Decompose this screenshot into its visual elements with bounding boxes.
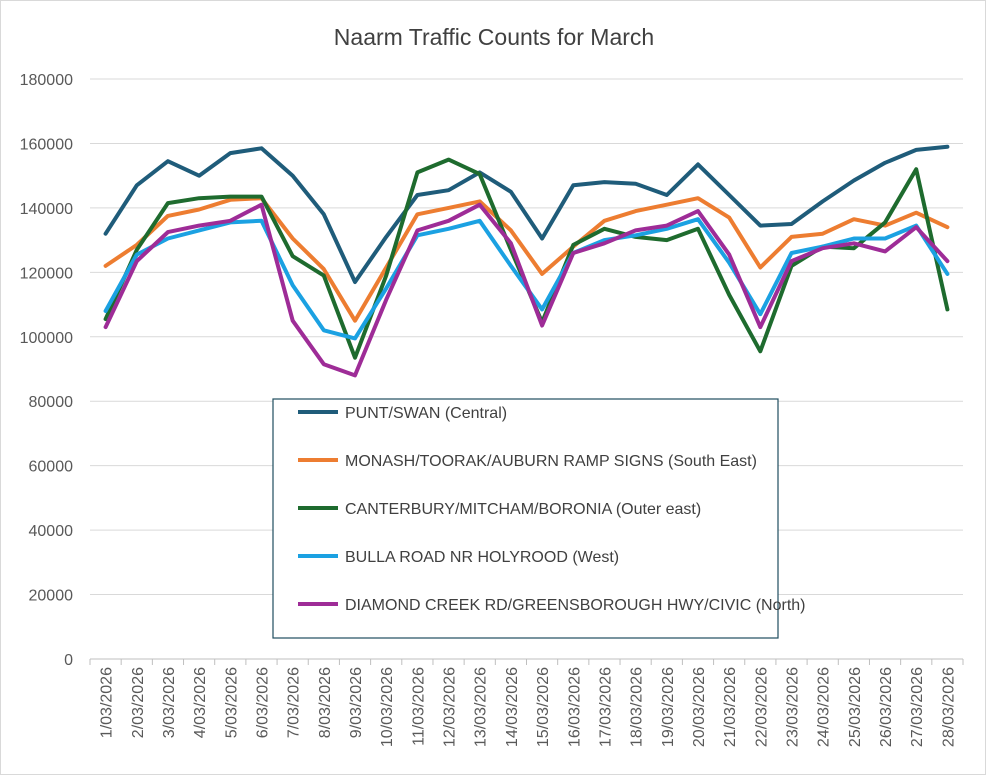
y-tick-label: 20000 bbox=[29, 588, 74, 605]
series-lines bbox=[103, 144, 950, 378]
y-tick-label: 180000 bbox=[20, 72, 73, 89]
legend-entry-label: PUNT/SWAN (Central) bbox=[345, 405, 507, 422]
x-tick-label: 11/03/2026 bbox=[410, 667, 427, 746]
x-tick-label: 2/03/2026 bbox=[130, 667, 147, 738]
x-tick-label: 3/03/2026 bbox=[161, 667, 178, 738]
x-tick-label: 9/03/2026 bbox=[348, 667, 365, 738]
x-tick-label: 18/03/2026 bbox=[629, 667, 646, 747]
chart-title: Naarm Traffic Counts for March bbox=[334, 24, 654, 50]
y-tick-label: 140000 bbox=[20, 201, 73, 218]
x-tick-label: 14/03/2026 bbox=[504, 667, 521, 747]
y-tick-label: 40000 bbox=[29, 523, 74, 540]
legend: PUNT/SWAN (Central) MONASH/TOORAK/AUBURN … bbox=[272, 398, 805, 639]
x-tick-label: 16/03/2026 bbox=[566, 667, 583, 747]
series-line-2 bbox=[103, 196, 950, 323]
x-tick-label: 27/03/2026 bbox=[909, 667, 926, 747]
legend-entry-label: DIAMOND CREEK RD/GREENSBOROUGH HWY/CIVIC… bbox=[345, 597, 805, 614]
x-tick-label: 23/03/2026 bbox=[785, 667, 802, 747]
y-tick-label: 160000 bbox=[20, 136, 73, 153]
x-tick-label: 22/03/2026 bbox=[753, 667, 770, 747]
x-tick-label: 13/03/2026 bbox=[473, 667, 490, 747]
x-tick-label: 12/03/2026 bbox=[442, 667, 459, 747]
x-tick-label: 19/03/2026 bbox=[660, 667, 677, 747]
series-line-1 bbox=[103, 144, 950, 284]
axes: 0 20000 40000 60000 80000 100000 120000 140000 1… bbox=[20, 72, 964, 747]
x-tick-label: 28/03/2026 bbox=[940, 667, 957, 747]
y-tick-label: 80000 bbox=[29, 394, 74, 411]
x-tick-label: 15/03/2026 bbox=[535, 667, 552, 747]
legend-box bbox=[272, 398, 779, 639]
y-tick-label: 120000 bbox=[20, 265, 73, 282]
x-tick-label: 24/03/2026 bbox=[816, 667, 833, 747]
x-tick-label: 10/03/2026 bbox=[379, 667, 396, 747]
gridlines bbox=[90, 78, 963, 596]
x-tick-label: 20/03/2026 bbox=[691, 667, 708, 747]
y-tick-label: 60000 bbox=[29, 459, 74, 476]
x-tick-label: 21/03/2026 bbox=[722, 667, 739, 747]
y-tick-label: 100000 bbox=[20, 330, 73, 347]
x-tick-label: 8/03/2026 bbox=[317, 667, 334, 738]
legend-entry-label: CANTERBURY/MITCHAM/BORONIA (Outer east) bbox=[345, 501, 701, 518]
y-tick-label: 0 bbox=[64, 652, 73, 669]
x-tick-label: 4/03/2026 bbox=[192, 667, 209, 738]
x-tick-label: 17/03/2026 bbox=[597, 667, 614, 747]
legend-entry-label: BULLA ROAD NR HOLYROOD (West) bbox=[345, 549, 619, 566]
x-tick-label: 7/03/2026 bbox=[286, 667, 303, 738]
x-tick-label: 6/03/2026 bbox=[254, 667, 271, 738]
x-tick-label: 25/03/2026 bbox=[847, 667, 864, 747]
series-line-5 bbox=[103, 202, 950, 378]
x-tick-label: 1/03/2026 bbox=[99, 667, 116, 738]
x-tick-label: 5/03/2026 bbox=[223, 667, 240, 738]
x-tick-label: 26/03/2026 bbox=[878, 667, 895, 747]
series-line-3 bbox=[103, 157, 950, 360]
legend-entry-label: MONASH/TOORAK/AUBURN RAMP SIGNS (South E… bbox=[345, 453, 757, 470]
